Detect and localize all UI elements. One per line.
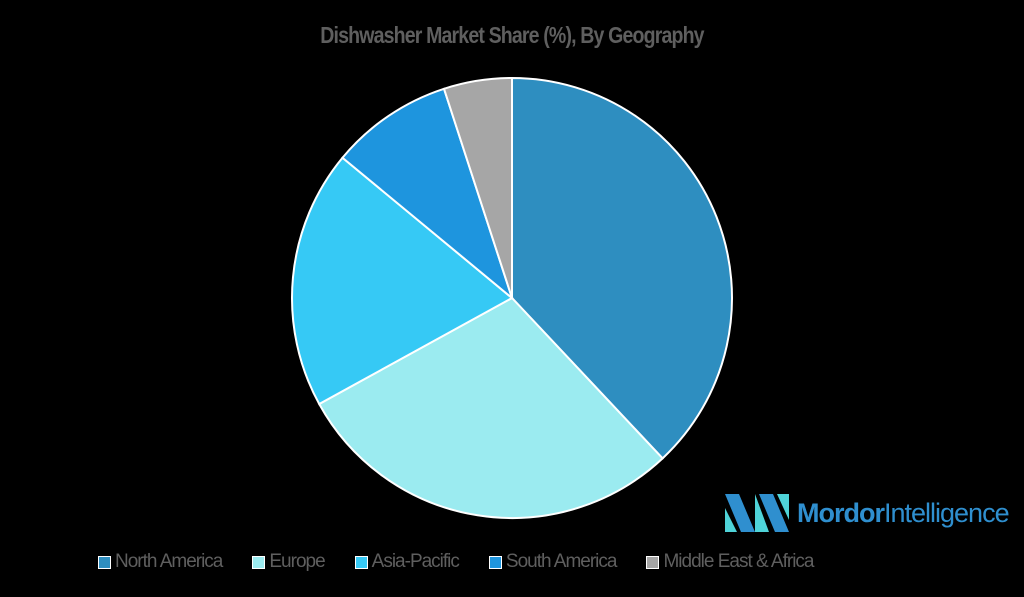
pie-slice-middle-east-africa bbox=[442, 76, 513, 299]
legend-label: Europe bbox=[269, 551, 325, 572]
logo-text: MordorIntelligence bbox=[797, 497, 1010, 528]
mordor-intelligence-logo: MordorIntelligence bbox=[725, 494, 1010, 532]
pie-slice-north-america bbox=[511, 76, 733, 460]
legend-label: Asia-Pacific bbox=[371, 551, 460, 572]
pie-slice-asia-pacific bbox=[291, 156, 514, 406]
pie-slice-europe bbox=[317, 296, 665, 519]
legend-item-asia-pacific: Asia-Pacific bbox=[354, 551, 460, 573]
legend-item-middle-east-africa: Middle East & Africa bbox=[646, 551, 815, 573]
legend-item-north-america: North America bbox=[98, 551, 223, 573]
legend-swatch bbox=[98, 555, 111, 569]
legend-swatch bbox=[488, 555, 502, 569]
legend-label: North America bbox=[115, 551, 223, 572]
legend: North America Europe Asia-Pacific South … bbox=[98, 551, 844, 573]
legend-item-south-america: South America bbox=[488, 551, 618, 573]
legend-label: South America bbox=[505, 551, 618, 572]
mordor-logo-icon bbox=[725, 494, 789, 532]
legend-swatch bbox=[646, 555, 660, 569]
pie-slices bbox=[291, 76, 733, 519]
legend-label: Middle East & Africa bbox=[663, 551, 814, 572]
legend-swatch bbox=[252, 555, 266, 569]
legend-swatch bbox=[354, 555, 368, 569]
pie-slice-south-america bbox=[341, 87, 515, 301]
legend-item-europe: Europe bbox=[252, 551, 326, 573]
chart-title: Dishwasher Market Share (%), By Geograph… bbox=[320, 22, 704, 48]
